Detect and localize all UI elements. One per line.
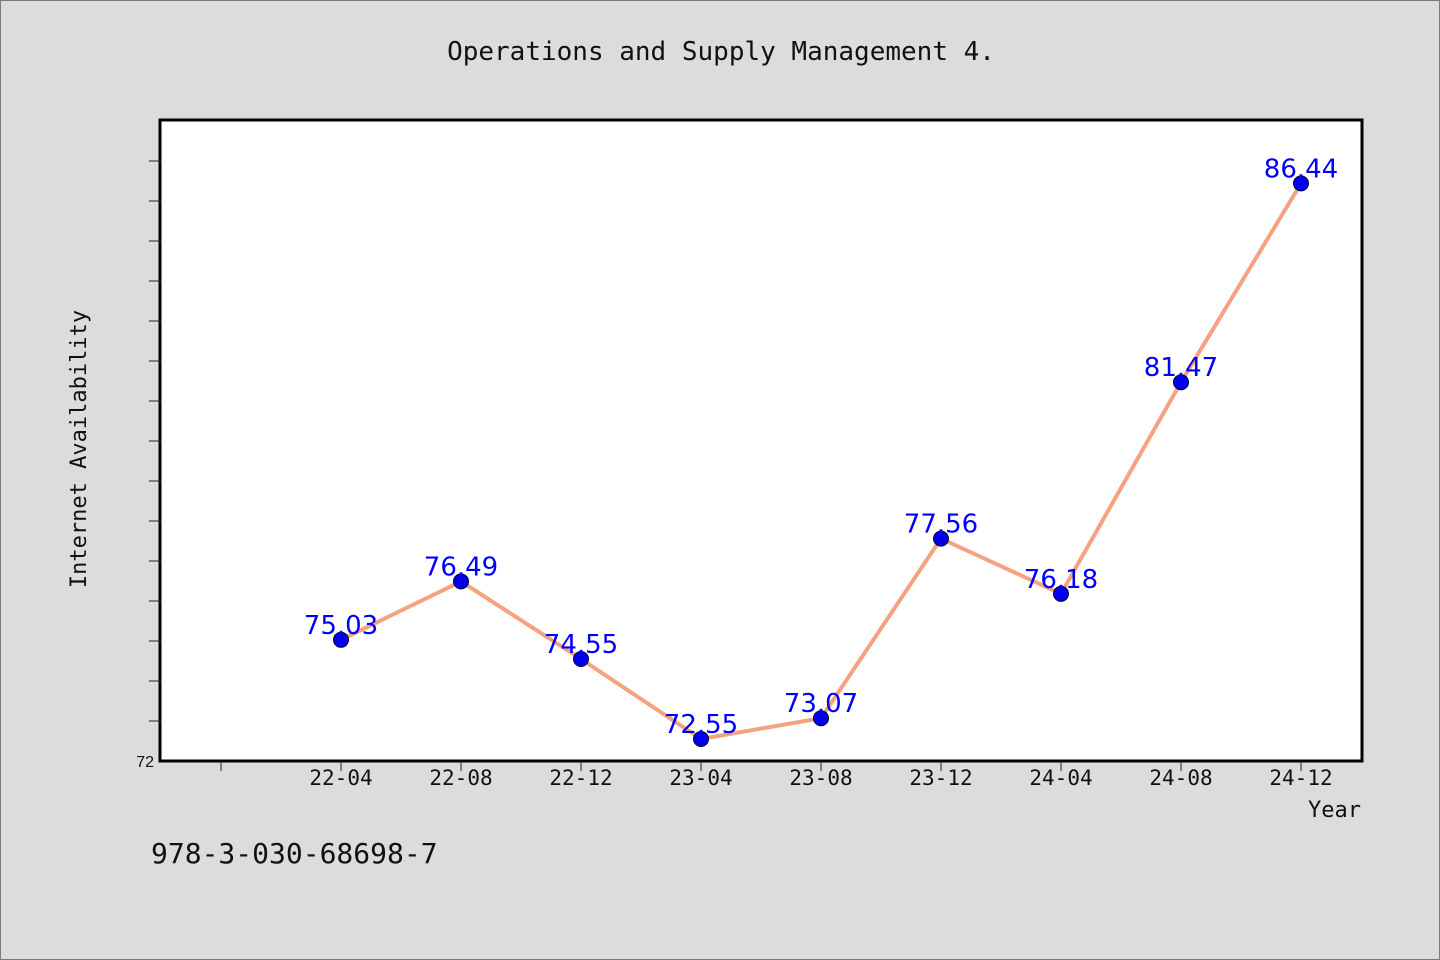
y-axis-ticks: 72 [136, 160, 161, 771]
x-axis-label: Year [1308, 798, 1361, 823]
data-label: 73.07 [784, 689, 858, 719]
series-layer [333, 175, 1309, 747]
x-tick-label: 23-04 [669, 766, 732, 790]
data-label: 75.03 [304, 611, 378, 641]
x-tick-label: 23-12 [909, 766, 972, 790]
x-tick-label: 24-04 [1029, 766, 1092, 790]
data-labels: 75.03 76.49 74.55 72.55 73.07 77.56 76.18 81.47… [304, 154, 1338, 740]
y-axis-label: Internet Availability [67, 310, 92, 588]
x-tick-label: 24-12 [1269, 766, 1332, 790]
data-point [333, 631, 349, 648]
isbn-text: 978-3-030-68698-7 [151, 837, 438, 870]
data-point [693, 731, 709, 747]
x-tick-label: 23-08 [789, 766, 852, 790]
data-label: 77.56 [904, 510, 978, 540]
data-point [1053, 585, 1069, 602]
data-point [813, 710, 829, 727]
x-tick-label: 22-12 [549, 766, 612, 790]
data-point [933, 530, 949, 547]
x-tick-label: 22-04 [309, 766, 372, 790]
data-point [453, 573, 469, 590]
data-label: 76.49 [424, 552, 498, 582]
data-label: 72.55 [664, 710, 738, 740]
data-label: 76.18 [1024, 565, 1098, 595]
data-point [1293, 175, 1309, 192]
x-axis-ticks: 22-04 22-08 22-12 23-04 23-08 23-12 24-04 24-08… [220, 761, 1333, 790]
data-point [1173, 374, 1189, 391]
data-point [573, 651, 589, 667]
x-tick-label: 24-08 [1149, 766, 1212, 790]
chart-title: Operations and Supply Management 4. [447, 37, 995, 67]
x-tick-label: 22-08 [429, 766, 492, 790]
plot-area [158, 118, 1364, 763]
data-label: 81.47 [1144, 353, 1218, 383]
data-label: 86.44 [1264, 154, 1338, 184]
data-label: 74.55 [544, 630, 618, 660]
y-tick-label: 72 [136, 754, 154, 771]
